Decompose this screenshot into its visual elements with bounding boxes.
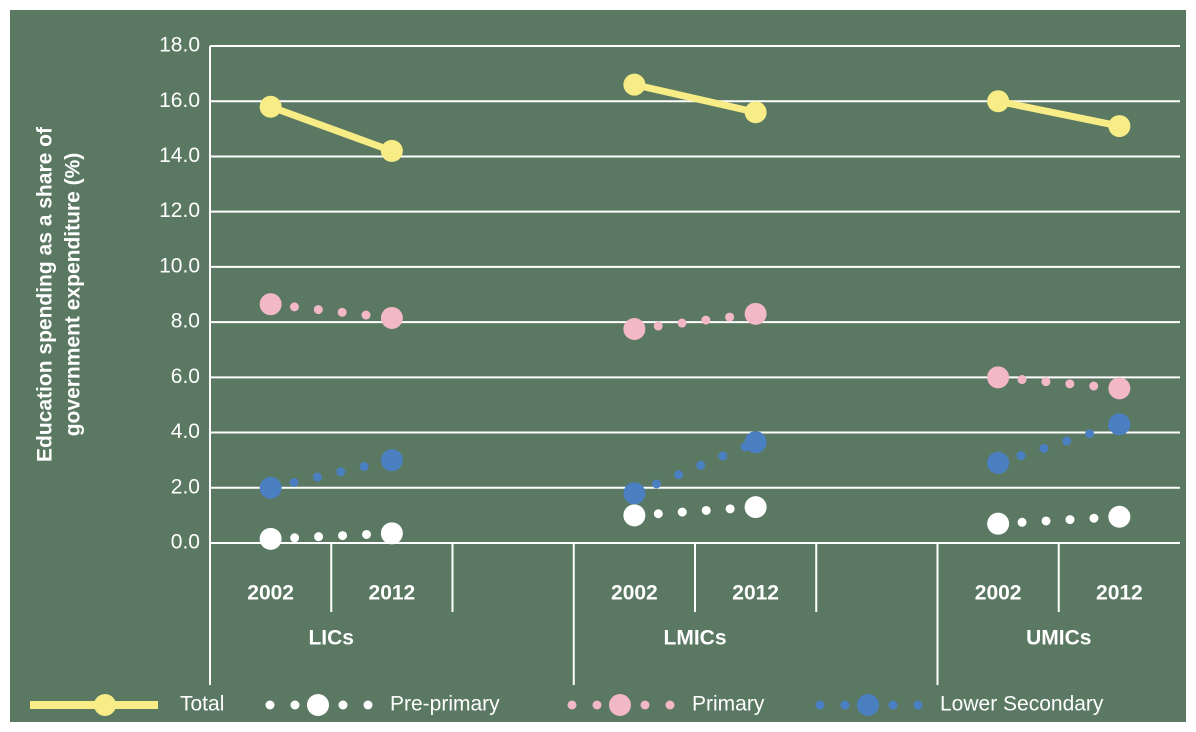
series-line <box>993 419 1124 468</box>
data-point <box>744 431 767 454</box>
data-point <box>1108 505 1131 528</box>
legend-label: Primary <box>692 693 765 716</box>
y-tick-label: 14.0 <box>159 144 200 167</box>
data-point <box>987 90 1010 113</box>
legend-marker <box>94 694 116 716</box>
series-line <box>266 528 397 544</box>
data-point <box>987 512 1010 535</box>
legend-dot <box>338 700 348 710</box>
series-line <box>993 372 1124 393</box>
data-point <box>380 306 403 329</box>
data-point <box>744 302 767 325</box>
series-line <box>629 502 761 520</box>
x-tick-label: 2002 <box>247 582 294 605</box>
data-point <box>987 366 1010 389</box>
data-point <box>987 451 1010 474</box>
y-tick-label: 0.0 <box>171 531 200 554</box>
data-point <box>1108 413 1131 436</box>
legend-dot <box>592 700 602 710</box>
data-point <box>623 318 646 341</box>
y-tick-label: 16.0 <box>159 89 200 112</box>
x-tick-label: 2012 <box>369 582 416 605</box>
x-tick-label: 2012 <box>732 582 779 605</box>
series-line <box>629 437 761 498</box>
y-tick-label: 6.0 <box>171 365 200 388</box>
data-point <box>380 449 403 472</box>
data-point <box>259 95 282 118</box>
data-point <box>744 496 767 519</box>
series-line <box>993 512 1124 529</box>
data-point <box>259 527 282 550</box>
legend-label: Pre-primary <box>390 693 500 716</box>
legend-dot <box>290 700 300 710</box>
legend-label: Lower Secondary <box>940 693 1104 716</box>
data-point <box>623 482 646 505</box>
data-point <box>380 139 403 162</box>
group-label: LICs <box>308 627 354 650</box>
series-line <box>994 97 1123 130</box>
group-label: LMICs <box>664 627 727 650</box>
x-tick-label: 2002 <box>611 582 658 605</box>
legend-dot <box>363 700 373 710</box>
data-point <box>623 73 646 96</box>
y-tick-label: 4.0 <box>171 420 200 443</box>
data-point <box>259 293 282 316</box>
group-label: UMICs <box>1026 627 1091 650</box>
data-point <box>259 476 282 499</box>
data-point <box>1108 377 1131 400</box>
legend-dot <box>665 700 675 710</box>
data-point <box>744 101 767 124</box>
legend-item: Lower Secondary <box>815 693 1104 716</box>
x-tick-label: 2012 <box>1096 582 1143 605</box>
data-point <box>623 504 646 527</box>
legend-dot <box>567 700 577 710</box>
x-tick-label: 2002 <box>975 582 1022 605</box>
series-line <box>266 299 397 323</box>
legend-dot <box>840 700 850 710</box>
data-point <box>380 522 403 545</box>
series-line <box>267 103 396 155</box>
y-tick-label: 2.0 <box>171 475 200 498</box>
legend-dot <box>815 700 825 710</box>
y-tick-label: 18.0 <box>159 34 200 57</box>
legend-dot <box>265 700 275 710</box>
legend-marker <box>857 694 879 716</box>
legend-dot <box>888 700 898 710</box>
y-axis-title: government expenditure (%) <box>62 153 85 437</box>
y-axis-title: Education spending as a share of <box>34 126 57 462</box>
series-line <box>630 81 760 116</box>
legend-dot <box>640 700 650 710</box>
series-line <box>629 309 761 334</box>
legend-item: Total <box>30 693 224 716</box>
chart-background <box>10 10 1186 722</box>
data-point <box>1108 115 1131 138</box>
legend-marker <box>307 694 329 716</box>
y-tick-label: 12.0 <box>159 199 200 222</box>
legend-item: Primary <box>567 693 765 716</box>
y-tick-label: 10.0 <box>159 254 200 277</box>
y-tick-label: 8.0 <box>171 310 200 333</box>
legend-label: Total <box>180 693 224 716</box>
legend-item: Pre-primary <box>265 693 500 716</box>
legend-dot <box>913 700 923 710</box>
legend-marker <box>609 694 631 716</box>
series-line <box>266 455 397 493</box>
